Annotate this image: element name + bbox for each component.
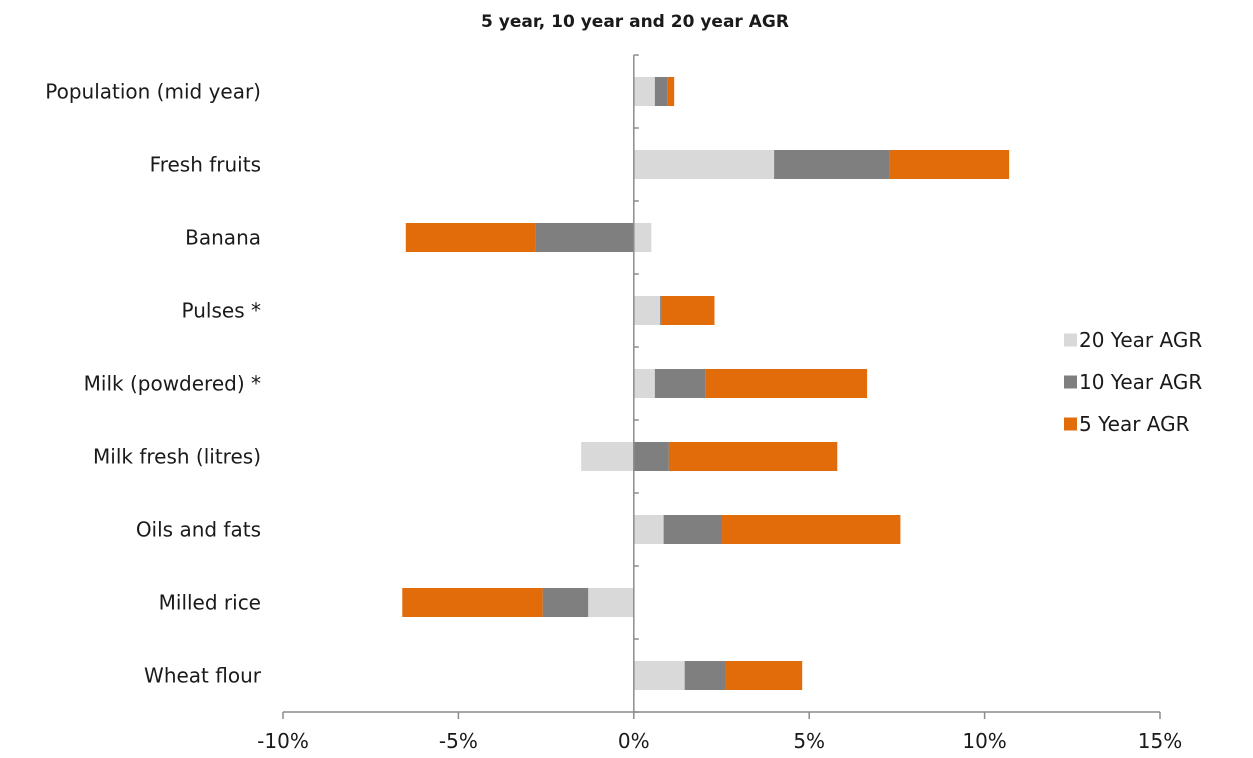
legend-label: 20 Year AGR: [1079, 328, 1202, 352]
axes-layer: [282, 54, 1161, 719]
x-tick-label: 15%: [1138, 729, 1182, 753]
bar-10-year-agr-4: [654, 369, 706, 398]
bar-20-year-agr-5: [581, 442, 634, 471]
category-label: Wheat flour: [144, 664, 262, 688]
bar-20-year-agr-1: [633, 150, 775, 179]
bar-10-year-agr-7: [542, 588, 589, 617]
x-tick-label: -10%: [257, 729, 309, 753]
bar-20-year-agr-2: [633, 223, 652, 252]
bar-5-year-agr-7: [402, 588, 543, 617]
bar-10-year-agr-0: [654, 77, 668, 106]
bar-10-year-agr-6: [663, 515, 722, 544]
bar-20-year-agr-8: [633, 661, 685, 690]
legend-label: 10 Year AGR: [1079, 370, 1202, 394]
legend-swatch: [1064, 333, 1077, 347]
chart-title: 5 year, 10 year and 20 year AGR: [481, 12, 789, 32]
x-tick-label: 10%: [962, 729, 1006, 753]
x-tick-label: -5%: [439, 729, 478, 753]
category-label: Milk (powdered) *: [84, 372, 261, 396]
labels-layer: Population (mid year) Fresh fruits Banana P…: [45, 80, 1182, 754]
legend-swatch: [1064, 417, 1077, 431]
x-tick-label: 0%: [618, 729, 650, 753]
bar-5-year-agr-8: [725, 661, 803, 690]
category-label: Fresh fruits: [150, 153, 261, 177]
category-label: Banana: [185, 226, 261, 250]
bar-5-year-agr-0: [667, 77, 675, 106]
x-tick-label: 5%: [793, 729, 825, 753]
legend-swatch: [1064, 375, 1077, 389]
legend: 20 Year AGR 10 Year AGR 5 Year AGR: [1064, 328, 1202, 436]
legend-label: 5 Year AGR: [1079, 412, 1190, 436]
category-label: Milk fresh (litres): [93, 445, 261, 469]
bar-5-year-agr-1: [889, 150, 1010, 179]
bar-10-year-agr-8: [684, 661, 726, 690]
category-label: Milled rice: [159, 591, 261, 615]
category-label: Pulses *: [182, 299, 261, 323]
category-label: Oils and fats: [136, 518, 261, 542]
bars-layer: [402, 77, 1010, 690]
bar-10-year-agr-5: [633, 442, 669, 471]
bar-20-year-agr-3: [633, 296, 661, 325]
bar-20-year-agr-4: [633, 369, 655, 398]
bar-20-year-agr-7: [588, 588, 634, 617]
bar-5-year-agr-6: [721, 515, 901, 544]
bar-5-year-agr-3: [661, 296, 715, 325]
category-label: Population (mid year): [45, 80, 261, 104]
bar-5-year-agr-5: [668, 442, 838, 471]
bar-20-year-agr-6: [633, 515, 664, 544]
bar-10-year-agr-1: [774, 150, 890, 179]
bar-10-year-agr-3: [660, 296, 662, 325]
bar-5-year-agr-2: [405, 223, 536, 252]
bar-5-year-agr-4: [705, 369, 868, 398]
bar-10-year-agr-2: [535, 223, 634, 252]
bar-20-year-agr-0: [633, 77, 655, 106]
